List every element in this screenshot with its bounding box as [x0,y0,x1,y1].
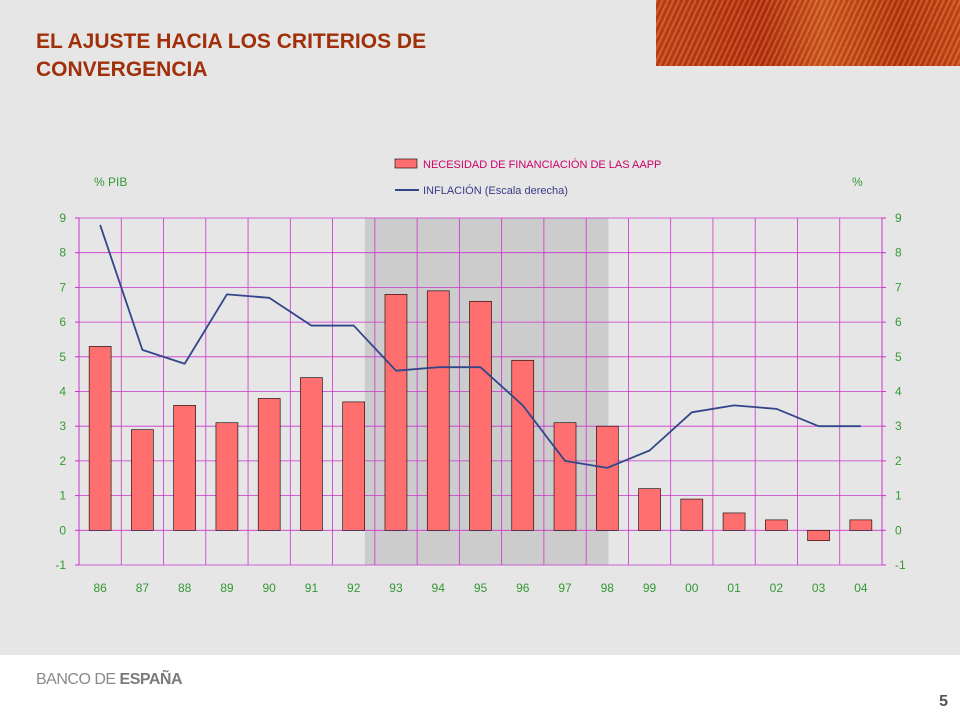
bar-04 [849,519,873,531]
bar-93 [384,294,408,531]
y-tick-right-label: 5 [895,350,902,364]
y-tick-left-label: 9 [59,211,66,225]
y-axis-right-label: % [852,175,863,189]
bar-99 [638,488,661,531]
x-tick-label: 00 [685,581,699,595]
bar-97 [553,422,577,531]
y-tick-right-label: -1 [895,558,906,572]
legend-swatch-bar [394,158,418,169]
y-tick-left-label: 5 [59,350,66,364]
banco-de-espana-logo: BANCO DE ESPAÑA [36,671,183,688]
x-tick-label: 88 [178,581,192,595]
x-tick-label: 94 [432,581,446,595]
bar-02 [765,519,788,531]
bars [88,290,873,542]
y-tick-left-label: 4 [59,385,66,399]
y-tick-left-label: 3 [59,419,66,433]
slide-title-line-2: CONVERGENCIA [36,58,208,81]
y-tick-left-label: 0 [59,523,66,537]
x-tick-label: 90 [263,581,277,595]
x-tick-label: 92 [347,581,361,595]
y-tick-right-label: 7 [895,280,902,294]
y-tick-left-label: 2 [59,454,66,468]
x-tick-label: 87 [136,581,150,595]
bar-94 [426,290,450,531]
bar-86 [88,346,112,531]
x-tick-label: 98 [601,581,615,595]
chart: -1 -10 01 12 23 34 45 56 67 78 89 986 87 88 89 90 91 92 93… [55,158,906,595]
y-tick-right-label: 2 [895,454,902,468]
y-tick-right-label: 0 [895,523,902,537]
inflation-series-line [99,224,861,469]
inflation-line [99,224,861,469]
legend: NECESIDAD DE FINANCIACIÓN DE LAS AAPP IN… [394,158,661,197]
bar-90 [257,398,281,531]
bar-95 [469,300,492,531]
slide-title-line-1: EL AJUSTE HACIA LOS CRITERIOS DE [36,30,427,53]
y-tick-right-label: 9 [895,211,902,225]
x-tick-label: 86 [93,581,107,595]
axes: -1 -10 01 12 23 34 45 56 67 78 89 986 87 88 89 90 91 92 93… [55,211,906,595]
x-tick-label: 99 [643,581,657,595]
y-tick-left-label: 6 [59,315,66,329]
bar-89 [215,422,239,531]
y-tick-right-label: 8 [895,246,902,260]
bar-96 [511,359,535,531]
bar-98 [596,425,619,531]
y-tick-right-label: 3 [895,419,902,433]
x-tick-label: 91 [305,581,319,595]
bar-01 [722,512,746,531]
y-tick-right-label: 1 [895,489,902,503]
y-tick-right-label: 6 [895,315,902,329]
bar-91 [300,377,323,531]
page-number: 5 [939,693,948,710]
y-tick-right-label: 4 [895,385,902,399]
x-tick-label: 01 [727,581,741,595]
y-tick-left-label: 8 [59,246,66,260]
bar-87 [131,429,154,531]
legend-label-bar: NECESIDAD DE FINANCIACIÓN DE LAS AAPP [423,158,661,171]
footer: BANCO DE ESPAÑA 5 [0,655,960,720]
y-tick-left-label: 7 [59,280,66,294]
x-tick-label: 03 [812,581,826,595]
x-tick-label: 04 [854,581,868,595]
header-banner-image [656,0,960,66]
y-tick-left-label: 1 [59,489,66,503]
x-tick-label: 93 [389,581,403,595]
y-tick-left-label: -1 [55,558,66,572]
y-axis-left-label: % PIB [94,175,127,189]
slide-title: EL AJUSTE HACIA LOS CRITERIOS DE CONVERG… [36,28,426,84]
x-tick-label: 89 [220,581,234,595]
x-tick-label: 95 [474,581,488,595]
bar-00 [680,498,704,531]
bar-92 [342,401,365,531]
legend-label-line: INFLACIÓN (Escala derecha) [423,184,568,197]
bar-88 [173,405,196,531]
x-tick-label: 02 [770,581,784,595]
x-tick-label: 96 [516,581,530,595]
bar-03 [807,529,830,542]
x-tick-label: 97 [558,581,572,595]
